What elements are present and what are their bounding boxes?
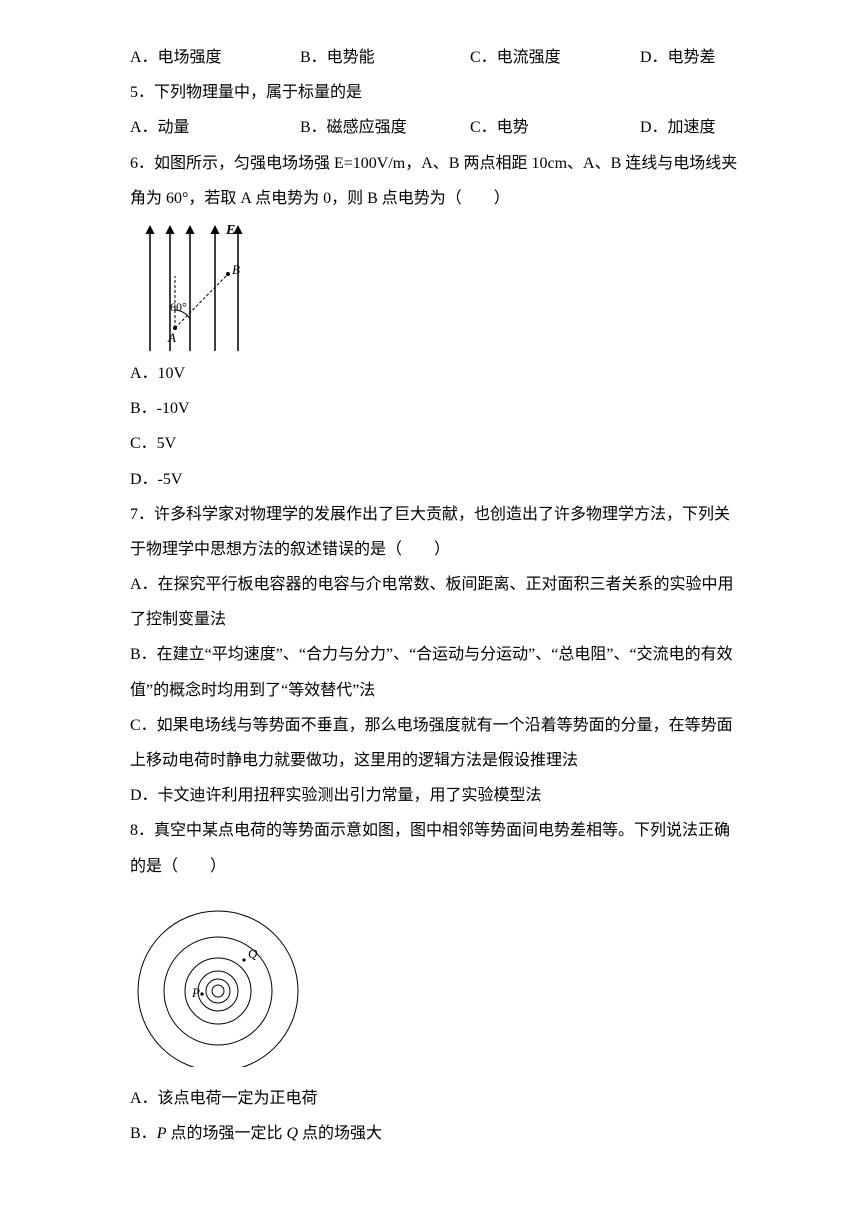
q5-opt-b: B．磁感应强度: [300, 110, 470, 145]
q7-opt-a-line2: 了控制变量法: [130, 602, 750, 637]
q8-opt-b-post: 点的场强大: [298, 1125, 382, 1142]
q8-opt-b-p: P: [157, 1125, 167, 1142]
q6-opt-d: D．-5V: [130, 462, 750, 497]
q8-opt-b-pre: B．: [130, 1125, 157, 1142]
q8-opt-a: A．该点电荷一定为正电荷: [130, 1081, 750, 1116]
q8-diagram: PQ: [130, 892, 330, 1067]
q5-opt-d: D．加速度: [640, 110, 750, 145]
svg-text:P: P: [191, 985, 200, 1000]
q7-opt-d: D．卡文迪许利用扭秤实验测出引力常量，用了实验模型法: [130, 778, 750, 813]
q5-opt-c: C．电势: [470, 110, 640, 145]
q4-opt-d: D．电势差: [640, 40, 750, 75]
q7-opt-b-line2: 值”的概念时均用到了“等效替代”法: [130, 673, 750, 708]
q6-opt-c: C．5V: [130, 426, 750, 461]
q8-stem-line1: 8．真空中某点电荷的等势面示意如图，图中相邻等势面间电势差相等。下列说法正确: [130, 813, 750, 848]
svg-text:60°: 60°: [170, 300, 187, 314]
q4-opt-a: A．电场强度: [130, 40, 300, 75]
q4-opt-b: B．电势能: [300, 40, 470, 75]
q6-diagram: E A B 60°: [130, 216, 250, 356]
svg-text:A: A: [167, 330, 176, 345]
q4-opt-c: C．电流强度: [470, 40, 640, 75]
q6-stem-line1: 6．如图所示，匀强电场场强 E=100V/m，A、B 两点相距 10cm、A、B…: [130, 146, 750, 181]
q5-opt-a: A．动量: [130, 110, 300, 145]
q8-stem-line2: 的是（ ）: [130, 849, 750, 884]
q8-opt-b-mid: 点的场强一定比: [166, 1125, 286, 1142]
q5-stem: 5．下列物理量中，属于标量的是: [130, 75, 750, 110]
q6-stem-line2: 角为 60°，若取 A 点电势为 0，则 B 点电势为（ ）: [130, 181, 750, 216]
q6-opt-a: A．10V: [130, 356, 750, 391]
svg-text:E: E: [225, 223, 235, 238]
q8-opt-b-q: Q: [286, 1125, 298, 1142]
q7-opt-a-line1: A．在探究平行板电容器的电容与介电常数、板间距离、正对面积三者关系的实验中用: [130, 567, 750, 602]
svg-text:B: B: [232, 262, 240, 277]
q6-opt-b: B．-10V: [130, 391, 750, 426]
q4-options: A．电场强度 B．电势能 C．电流强度 D．电势差: [130, 40, 750, 75]
q7-stem-line1: 7．许多科学家对物理学的发展作出了巨大贡献，也创造出了许多物理学方法，下列关: [130, 497, 750, 532]
q7-opt-c-line1: C．如果电场线与等势面不垂直，那么电场强度就有一个沿着等势面的分量，在等势面: [130, 708, 750, 743]
q8-opt-b: B．P 点的场强一定比 Q 点的场强大: [130, 1116, 750, 1151]
q7-opt-b-line1: B．在建立“平均速度”、“合力与分力”、“合运动与分运动”、“总电阻”、“交流电…: [130, 637, 750, 672]
q7-stem-line2: 于物理学中思想方法的叙述错误的是（ ）: [130, 532, 750, 567]
svg-text:Q: Q: [248, 946, 258, 961]
q5-options: A．动量 B．磁感应强度 C．电势 D．加速度: [130, 110, 750, 145]
q7-opt-c-line2: 上移动电荷时静电力就要做功，这里用的逻辑方法是假设推理法: [130, 743, 750, 778]
